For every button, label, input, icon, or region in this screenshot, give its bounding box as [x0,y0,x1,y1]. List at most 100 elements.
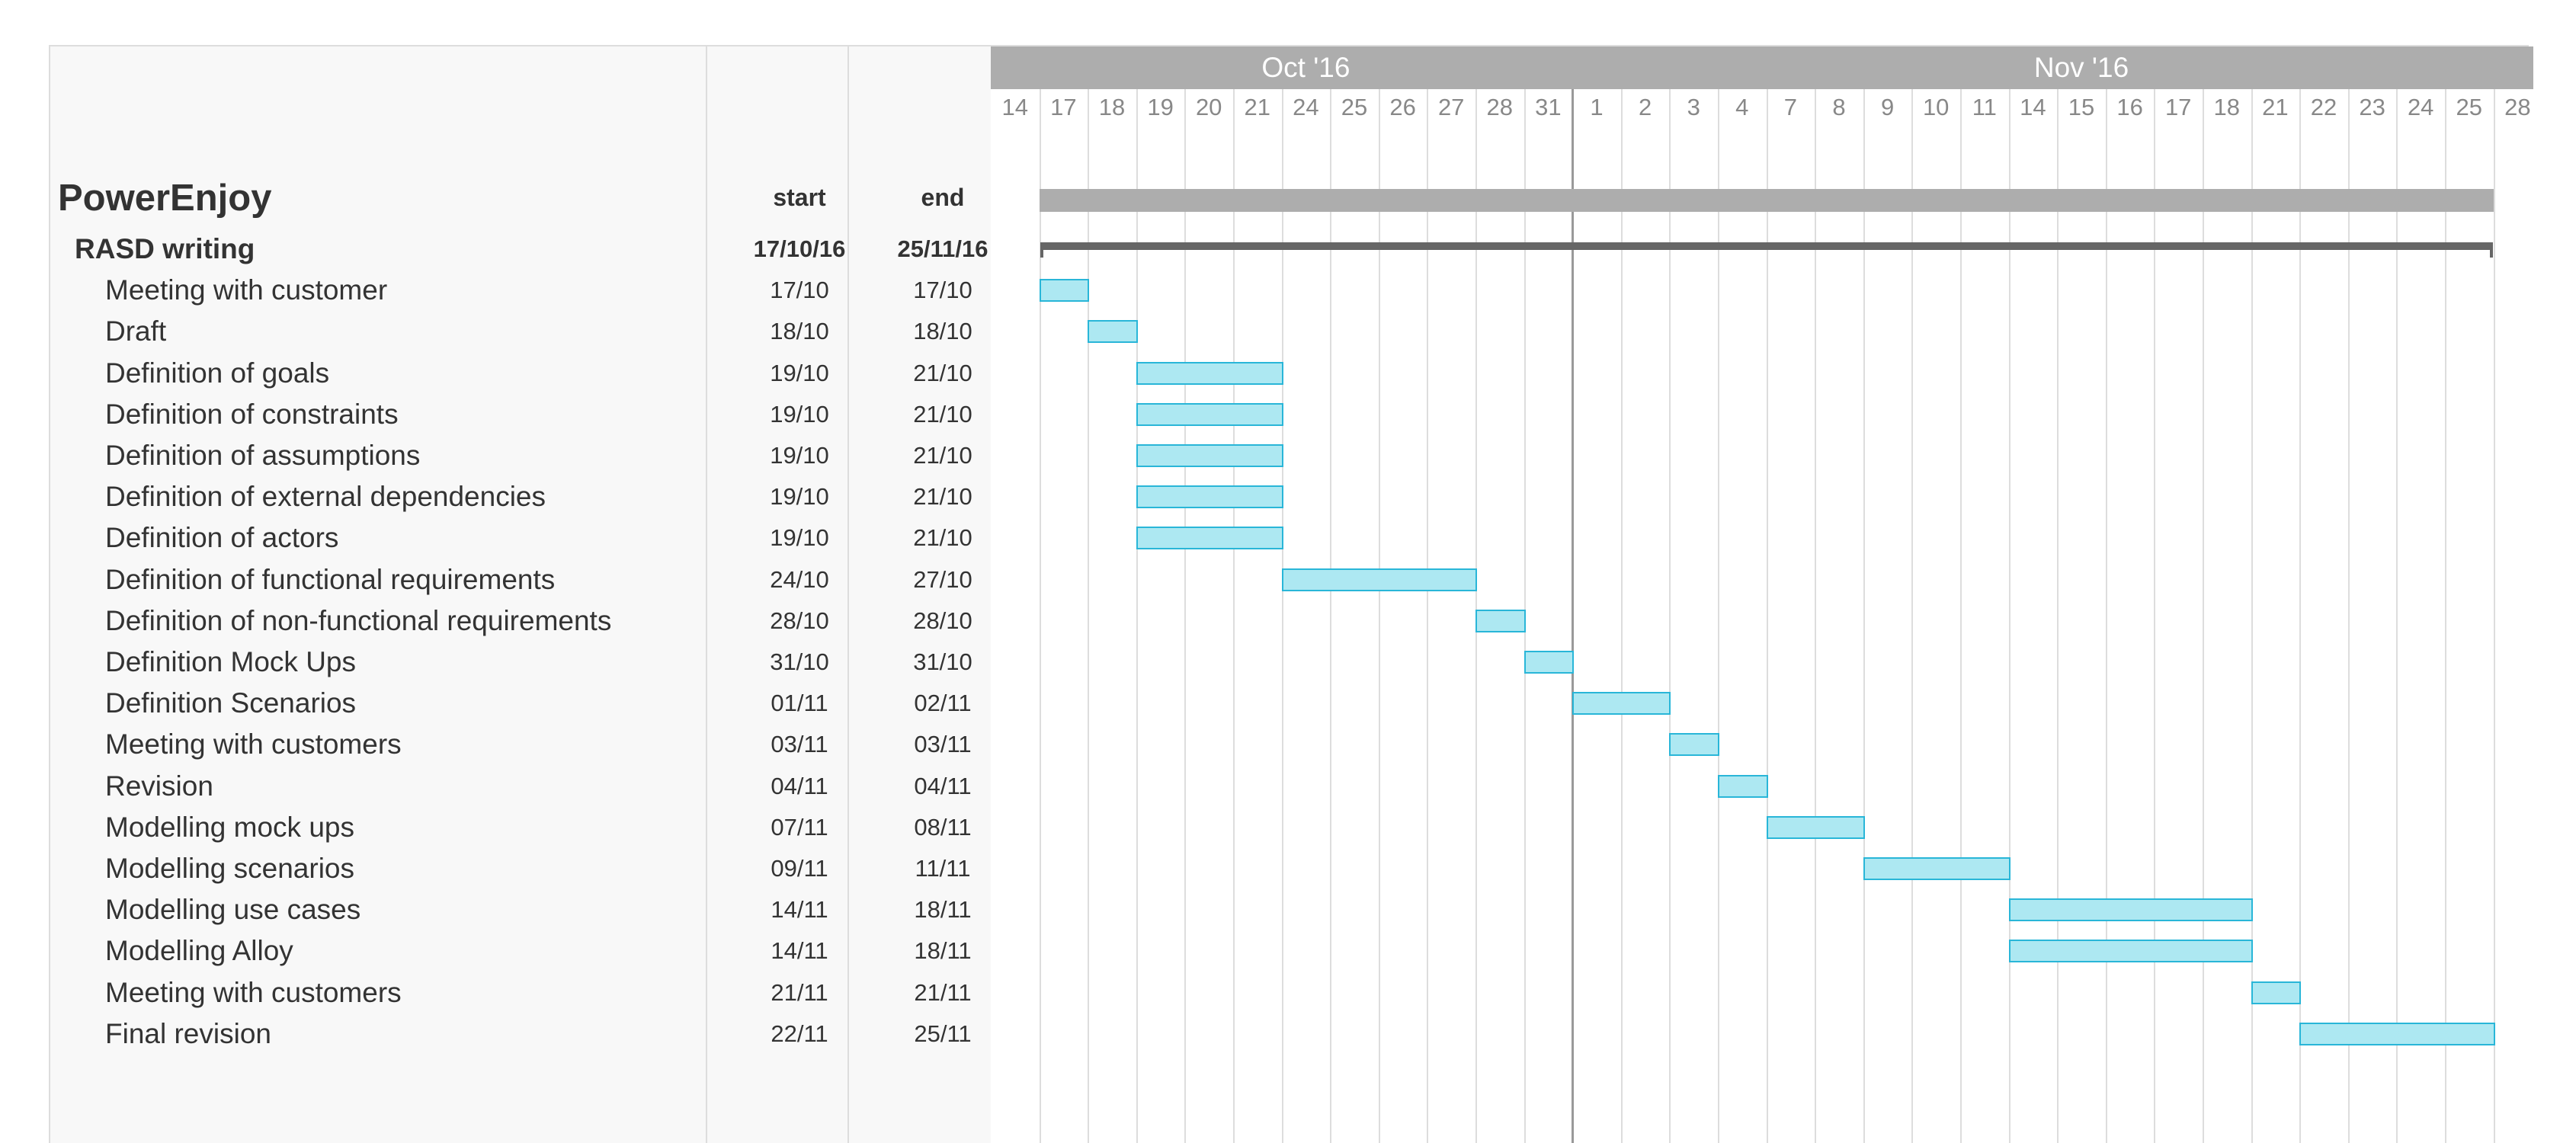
task-start-date: 17/10 [770,277,829,304]
task-end-date: 21/10 [913,400,972,427]
task-end-date: 25/11 [914,1020,972,1047]
day-label: 25 [2456,94,2483,120]
task-start-date: 24/10 [770,565,829,593]
day-label: 11 [1972,94,1997,120]
task-end-date: 21/10 [913,524,972,552]
day-label: 18 [2213,94,2241,120]
day-label: 9 [1880,94,1895,120]
project-title: PowerEnjoy [58,178,272,219]
task-start-date: 19/10 [770,483,829,511]
task-row[interactable]: Final revision 22/11 25/11 [50,1013,991,1055]
day-gridline [1378,89,1380,1143]
task-name: Definition Scenarios [105,687,357,719]
task-row[interactable]: Definition of non-functional requirement… [50,600,991,642]
task-end-date: 17/10 [913,277,972,304]
task-bar[interactable] [1669,733,1719,757]
task-start-date: 04/11 [771,772,828,799]
day-gridline [2057,89,2059,1143]
task-bar[interactable] [1088,320,1138,344]
day-label: 17 [1050,94,1077,120]
task-row[interactable]: Modelling scenarios 09/11 11/11 [50,848,991,889]
day-label: 28 [1486,94,1514,120]
task-end-date: 25/11/16 [897,235,988,262]
task-start-date: 14/11 [771,937,828,965]
task-bar[interactable] [1136,485,1283,509]
day-label: 28 [2504,94,2531,120]
task-row[interactable]: Definition of external dependencies 19/10… [50,476,991,517]
task-row[interactable]: Definition of functional requirements 24/… [50,559,991,600]
task-row[interactable]: Definition of constraints 19/10 21/10 [50,394,991,435]
task-row[interactable]: Definition Mock Ups 31/10 31/10 [50,642,991,683]
day-label: 27 [1437,94,1465,120]
task-end-date: 03/11 [914,731,972,758]
task-row[interactable]: Meeting with customer 17/10 17/10 [50,270,991,311]
day-label: 17 [2164,94,2192,120]
task-name: Modelling scenarios [105,853,355,884]
task-end-date: 21/10 [913,442,972,469]
day-label: 10 [1922,94,1950,120]
task-end-date: 28/10 [913,607,972,634]
day-label: 24 [2407,94,2434,120]
task-start-date: 07/11 [771,813,828,840]
task-row[interactable]: Draft 18/10 18/10 [50,311,991,352]
day-label: 21 [1244,94,1271,120]
group-row[interactable]: RASD writing 17/10/16 25/11/16 [50,229,991,270]
task-start-date: 19/10 [770,524,829,552]
task-row[interactable]: Definition of goals 19/10 21/10 [50,353,991,394]
gantt-frame [49,45,2529,1143]
task-name: Revision [105,770,213,802]
task-bar[interactable] [2299,1022,2495,1045]
task-bar[interactable] [1863,857,2010,880]
task-row[interactable]: Revision 04/11 04/11 [50,766,991,807]
day-gridline [2203,89,2204,1143]
task-end-date: 31/10 [913,648,972,675]
day-gridline [2154,89,2156,1143]
day-gridline [1281,89,1283,1143]
task-name: Definition of assumptions [105,440,421,471]
task-bar[interactable] [1136,444,1283,467]
task-bar[interactable] [1718,774,1768,798]
task-bar[interactable] [2251,981,2302,1004]
day-gridline [1427,89,1429,1143]
day-label: 24 [1293,94,1319,120]
day-gridline [1136,89,1138,1143]
task-row[interactable]: Definition of actors 19/10 21/10 [50,517,991,559]
task-bar[interactable] [1523,651,1575,674]
task-end-date: 11/11 [915,855,971,882]
task-bar[interactable] [1136,527,1283,550]
task-bar[interactable] [1039,279,1090,303]
task-row[interactable]: Definition Scenarios 01/11 02/11 [50,683,991,724]
task-start-date: 21/11 [771,978,828,1006]
day-gridline [1718,89,1719,1143]
start-column-header: start [773,184,826,211]
task-bar[interactable] [1475,609,1526,632]
task-end-date: 04/11 [914,772,972,799]
task-row[interactable]: Modelling mock ups 07/11 08/11 [50,807,991,848]
task-name: Definition of goals [105,357,330,389]
task-row[interactable]: Definition of assumptions 19/10 21/10 [50,435,991,476]
task-bar[interactable] [1136,361,1283,385]
task-bar[interactable] [2008,898,2253,922]
task-row[interactable]: Modelling use cases 14/11 18/11 [50,889,991,930]
task-bar[interactable] [1136,402,1283,426]
task-row[interactable]: Meeting with customers 21/11 21/11 [50,972,991,1013]
day-gridline [1184,89,1187,1143]
column-separator [706,46,707,1143]
task-row[interactable]: Meeting with customers 03/11 03/11 [50,724,991,765]
task-bar[interactable] [2008,940,2253,963]
task-list-panel [50,46,991,1143]
task-bar[interactable] [1766,815,1865,839]
month-label: Nov '16 [2033,52,2129,83]
task-start-date: 28/10 [770,607,829,634]
day-label: 14 [1001,94,1029,120]
task-row[interactable]: Modelling Alloy 14/11 18/11 [50,930,991,972]
task-name: Definition of external dependencies [105,481,546,513]
task-bar[interactable] [1572,692,1671,716]
task-end-date: 18/11 [914,896,972,924]
month-header: Oct '16 Nov '16 [991,46,2533,89]
task-bar[interactable] [1281,568,1477,591]
task-start-date: 03/11 [771,731,828,758]
day-gridline [2008,89,2010,1143]
day-label: 15 [2068,94,2095,120]
day-gridline [1911,89,1914,1143]
